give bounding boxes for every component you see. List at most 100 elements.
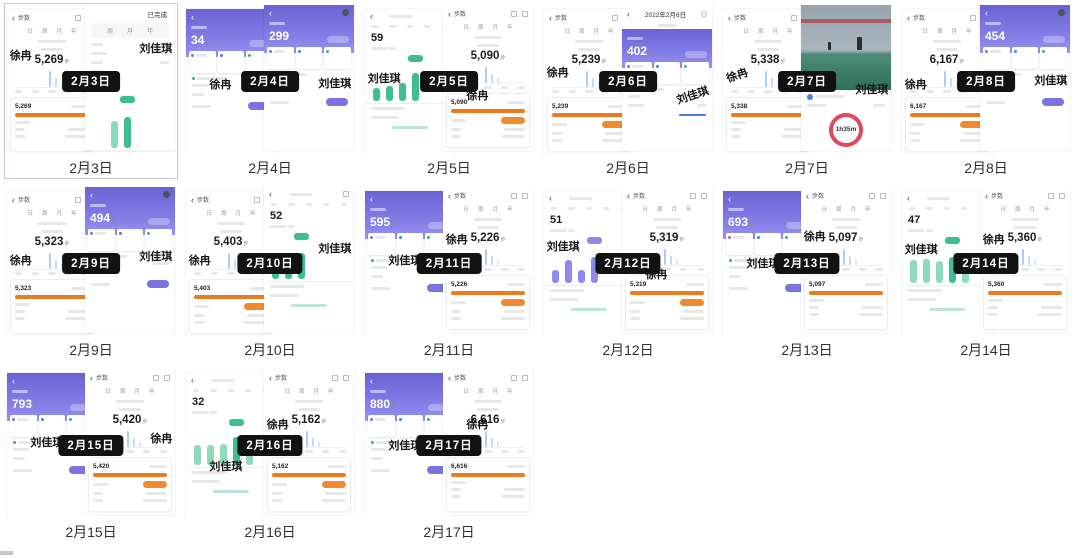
page-title: 步数 [812, 194, 825, 200]
share-icon [511, 192, 517, 199]
step-count: 5,239步 [544, 53, 634, 66]
thumbnail[interactable]: ‹ 步数 日周月年 5,269步 5,269 徐冉 已完成 周月年 刘佳琪 [6, 5, 176, 155]
photo-banner [801, 18, 891, 23]
details-pill [1043, 36, 1065, 43]
thumbnail[interactable]: ‹ 693步 刘佳琪 ‹ 步数 日周月年 5 [722, 187, 892, 337]
period-tabs: 日周月年 [622, 202, 712, 215]
details-pill [70, 404, 92, 411]
phone-topbar: ‹ 步数 [264, 369, 354, 384]
gallery-item: ‹ 32 刘佳琪 ‹ 步数 日周月年 5,162步 5,162 [185, 369, 355, 541]
back-icon: ‹ [728, 193, 731, 204]
step-count: 5,097步 [801, 231, 891, 244]
step-unit: 步 [679, 237, 685, 243]
participant-name: 徐冉 [9, 255, 32, 268]
summary-card: 5,420 [88, 457, 172, 512]
gallery-item: ‹ 47 刘佳琪 ‹ 步数 日周月年 5,360步 5,360 [901, 187, 1071, 359]
card-step-value: 5,420 [93, 463, 110, 470]
participant-name: 刘佳琪 [318, 78, 352, 91]
page-title: 步数 [18, 198, 31, 204]
phone-topbar: ‹ [902, 191, 992, 203]
step-value: 5,338 [750, 54, 780, 66]
date-caption: 2月7日 [785, 160, 829, 176]
step-unit: 步 [33, 404, 39, 410]
step-unit: 步 [959, 59, 965, 65]
action-pill [147, 280, 169, 288]
details-pill [428, 222, 450, 229]
thumbnail[interactable]: ‹ 51 刘佳琪 ‹ 步数 日周月年 5,319步 5,319 [543, 187, 713, 337]
thumbnail[interactable]: ‹ 880步 刘佳琪 ‹ 步数 日周月年 6 [364, 369, 534, 519]
thumbnail[interactable]: ‹ 32 刘佳琪 ‹ 步数 日周月年 5,162步 5,162 [185, 369, 355, 519]
thumbnail[interactable]: ‹ 步数 日周月年 5,403步 5,403 徐冉 ‹ 52 [185, 187, 355, 337]
back-icon: ‹ [448, 8, 451, 19]
share-icon [1048, 192, 1054, 199]
thumbnail[interactable]: ‹ 步数 日周月年 6,167步 6,167 徐冉 ‹ 454步 [901, 5, 1071, 155]
date-caption: 2月17日 [423, 524, 475, 540]
step-count: 494步 [90, 211, 116, 225]
gym-photo [801, 5, 891, 90]
page-title: 步数 [454, 376, 467, 382]
thumbnail[interactable]: ‹ 步数 日周月年 5,323步 5,323 徐冉 ‹ 494步 [6, 187, 176, 337]
share-icon [343, 191, 349, 197]
thumbnail[interactable]: ‹ 34步 徐冉 ‹ 299步 [185, 5, 355, 155]
step-unit: 步 [64, 59, 70, 65]
thumbnail[interactable]: ‹ 595步 刘佳琪 ‹ 步数 日周月年 5 [364, 187, 534, 337]
phone-topbar: ‹ 2022年2月6日 [622, 5, 712, 21]
left-screenshot: ‹ 793步 刘佳琪 [7, 373, 97, 519]
participant-name: 刘佳琪 [139, 43, 173, 56]
step-histogram [988, 246, 1062, 266]
tab: 年 [787, 29, 793, 35]
left-screenshot: ‹ 880步 刘佳琪 [365, 373, 455, 519]
participant-name: 刘佳琪 [388, 255, 422, 268]
thumbnail[interactable]: ‹ 步数 日周月年 5,338步 5,338 徐冉 1h35m [722, 5, 892, 155]
back-icon: ‹ [627, 190, 630, 201]
bar [587, 237, 602, 283]
date-line [443, 397, 533, 405]
bar [229, 419, 244, 465]
bar-tooltip [229, 419, 244, 426]
details-pill [428, 404, 450, 411]
card-step-value: 5,239 [552, 103, 569, 110]
tab: 周 [41, 211, 48, 217]
phone-topbar: ‹ 步数 [544, 9, 634, 24]
details-pill [148, 218, 170, 225]
participant-name: 徐冉 [445, 233, 468, 246]
step-count: 6,616步 [443, 413, 533, 426]
completed-pill [143, 481, 167, 488]
tab: 月 [492, 389, 499, 395]
action-pill [248, 102, 270, 110]
thumbnail[interactable]: ‹ 步数 日周月年 5,239步 5,239 徐冉 ‹ 2022年2月6日 [543, 5, 713, 155]
step-value: 6,616 [470, 414, 500, 426]
tab: 日 [821, 207, 827, 213]
summary-card: 5,319 [625, 275, 709, 330]
date-caption: 2月4日 [248, 160, 292, 176]
date-badge: 2月17日 [416, 435, 482, 456]
tab: 月 [313, 389, 320, 395]
tab: 日 [284, 389, 290, 395]
action-pill [427, 284, 449, 292]
summary-card: 5,323 [10, 279, 94, 334]
tab: 月 [126, 29, 133, 35]
card-step-value: 5,090 [451, 99, 468, 106]
bar-tooltip [408, 55, 423, 62]
step-histogram [272, 428, 346, 448]
tab: 日 [564, 29, 570, 35]
step-value: 494 [90, 211, 111, 225]
tab: 周 [1014, 207, 1021, 213]
tab: 日 [27, 211, 33, 217]
details-pill [249, 40, 271, 47]
left-screenshot: ‹ 步数 日周月年 5,403步 5,403 徐冉 [186, 191, 276, 337]
thumbnail[interactable]: ‹ 47 刘佳琪 ‹ 步数 日周月年 5,360步 5,360 [901, 187, 1071, 337]
page-title: 步数 [734, 16, 747, 22]
back-icon: ‹ [191, 194, 194, 205]
date-badge: 2月11日 [416, 253, 482, 274]
thumbnail[interactable]: ‹ 793步 刘佳琪 ‹ 步数 日周月年 5 [6, 369, 176, 519]
date-caption: 2月6日 [606, 160, 650, 176]
checkin-line [365, 437, 455, 445]
details-pill [685, 51, 707, 58]
step-value: 34 [191, 33, 205, 47]
purple-header: ‹ 299步 [264, 5, 354, 53]
date-caption: 2月13日 [781, 342, 833, 358]
minutes-count: 51 [544, 212, 634, 226]
thumbnail[interactable]: ‹ 59 刘佳琪 ‹ 步数 日周月年 5,090步 5,090 [364, 5, 534, 155]
tab: 周 [757, 29, 764, 35]
